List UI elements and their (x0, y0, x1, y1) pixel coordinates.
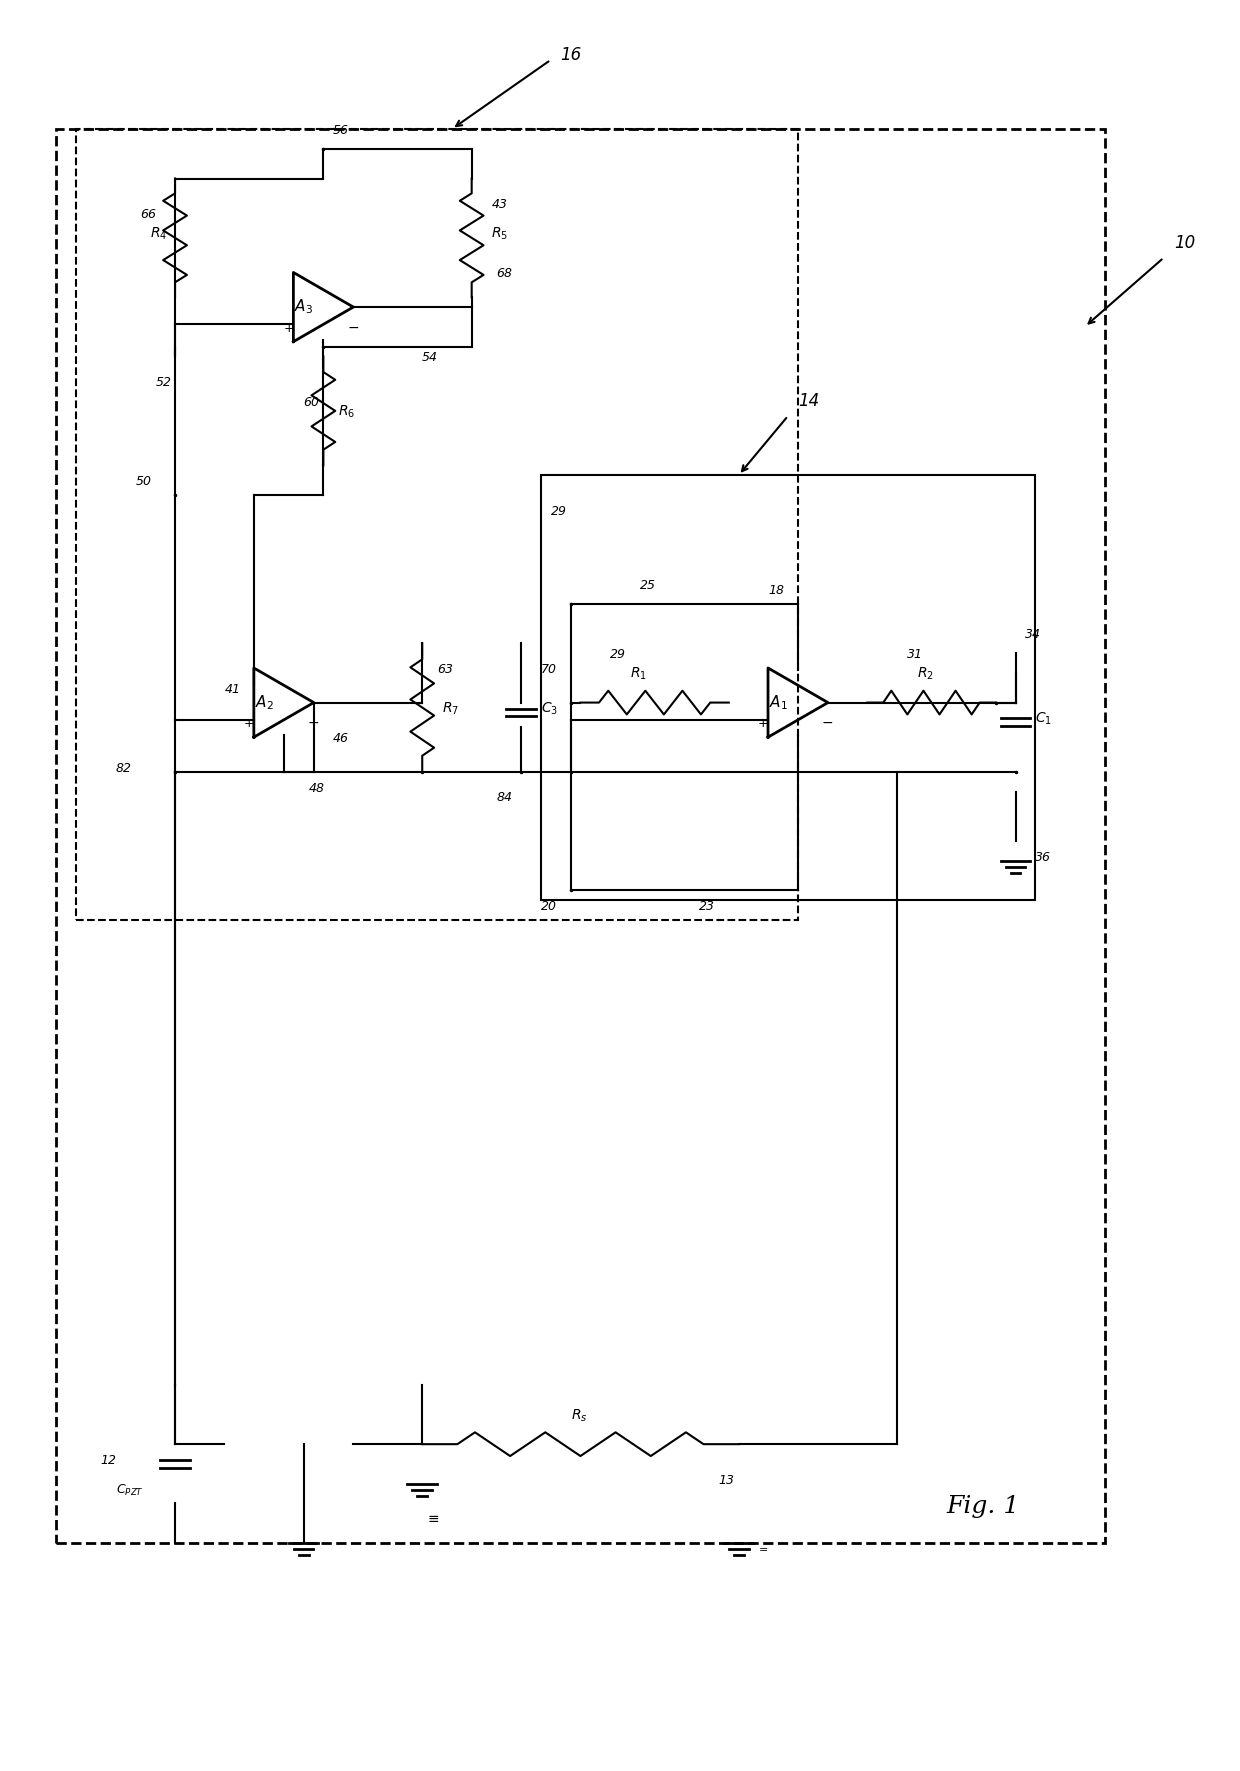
Text: $C_3$: $C_3$ (541, 701, 558, 717)
Text: 34: 34 (1025, 629, 1042, 641)
Text: $R_4$: $R_4$ (150, 227, 167, 243)
Text: 43: 43 (491, 198, 507, 211)
Text: 48: 48 (309, 781, 325, 795)
Text: 68: 68 (496, 267, 512, 280)
Text: 63: 63 (436, 662, 453, 677)
Text: 36: 36 (1035, 850, 1052, 864)
Text: 46: 46 (334, 731, 350, 746)
Text: $R_s$: $R_s$ (570, 1408, 587, 1424)
Text: Fig. 1: Fig. 1 (946, 1495, 1019, 1518)
Text: 10: 10 (1174, 234, 1195, 251)
Text: 70: 70 (541, 662, 557, 677)
Text: ≡: ≡ (428, 1512, 439, 1527)
Text: +: + (284, 322, 294, 335)
Text: 54: 54 (423, 351, 438, 365)
Text: −: − (822, 715, 833, 730)
Text: 12: 12 (100, 1454, 117, 1466)
Text: 41: 41 (224, 682, 241, 696)
Text: $R_2$: $R_2$ (916, 666, 934, 682)
Text: 13: 13 (719, 1473, 735, 1486)
Text: −: − (308, 715, 319, 730)
Text: 66: 66 (140, 207, 156, 221)
Text: +: + (758, 717, 769, 730)
Text: $R_5$: $R_5$ (491, 227, 508, 243)
Text: $R_6$: $R_6$ (339, 404, 356, 420)
Text: 14: 14 (799, 391, 820, 409)
Text: $C_{PZT}$: $C_{PZT}$ (115, 1482, 144, 1498)
Text: 31: 31 (906, 648, 923, 661)
Text: 29: 29 (610, 648, 626, 661)
Text: 52: 52 (155, 375, 171, 390)
Text: 20: 20 (541, 900, 557, 914)
Text: =: = (759, 1544, 768, 1555)
Text: 16: 16 (560, 46, 582, 64)
Text: 23: 23 (699, 900, 715, 914)
Text: $A_1$: $A_1$ (769, 692, 787, 712)
Text: $A_3$: $A_3$ (294, 298, 314, 317)
Text: 25: 25 (640, 579, 656, 592)
Text: $R_1$: $R_1$ (630, 666, 647, 682)
Text: $A_2$: $A_2$ (254, 692, 274, 712)
Text: +: + (244, 717, 254, 730)
Text: 60: 60 (304, 397, 320, 409)
Text: 18: 18 (769, 584, 785, 597)
Text: 29: 29 (551, 505, 567, 517)
Text: 50: 50 (135, 475, 151, 489)
Text: −: − (347, 321, 358, 335)
Text: $R_7$: $R_7$ (441, 701, 459, 717)
Text: 84: 84 (496, 792, 512, 804)
Text: 56: 56 (334, 124, 350, 136)
Text: 82: 82 (115, 762, 131, 774)
Text: $C_1$: $C_1$ (1035, 710, 1053, 726)
